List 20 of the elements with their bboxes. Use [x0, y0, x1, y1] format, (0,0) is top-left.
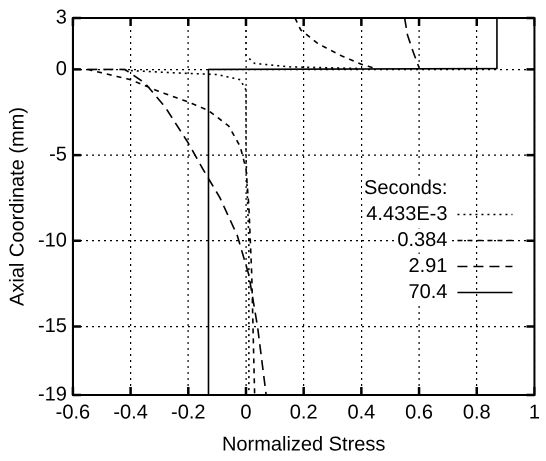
y-tick-label: -15 [38, 314, 67, 337]
x-axis-title: Normalized Stress [222, 434, 386, 456]
x-tick-label: 0.4 [347, 402, 376, 424]
x-tick-label: -0.4 [113, 402, 148, 424]
legend-label: 2.91 [408, 255, 448, 278]
x-tick-label: 0 [240, 402, 252, 424]
y-tick-label: -10 [38, 229, 67, 252]
y-axis-title: Axial Coordinate (mm) [6, 107, 29, 306]
y-tick-label: -5 [49, 144, 67, 166]
legend-label: 4.433E-3 [366, 203, 448, 226]
legend-label: 0.384 [397, 229, 448, 252]
x-tick-label: -0.2 [171, 402, 206, 424]
x-tick-label: 0.8 [462, 402, 491, 424]
y-tick-label: 0 [56, 58, 67, 80]
x-tick-label: 0.2 [290, 402, 318, 424]
y-tick-label: 3 [56, 6, 67, 29]
x-tick-label: 1 [528, 402, 540, 424]
legend-label: 70.4 [408, 281, 448, 304]
x-tick-label: 0.6 [405, 402, 433, 424]
legend-title: Seconds: [364, 177, 448, 200]
